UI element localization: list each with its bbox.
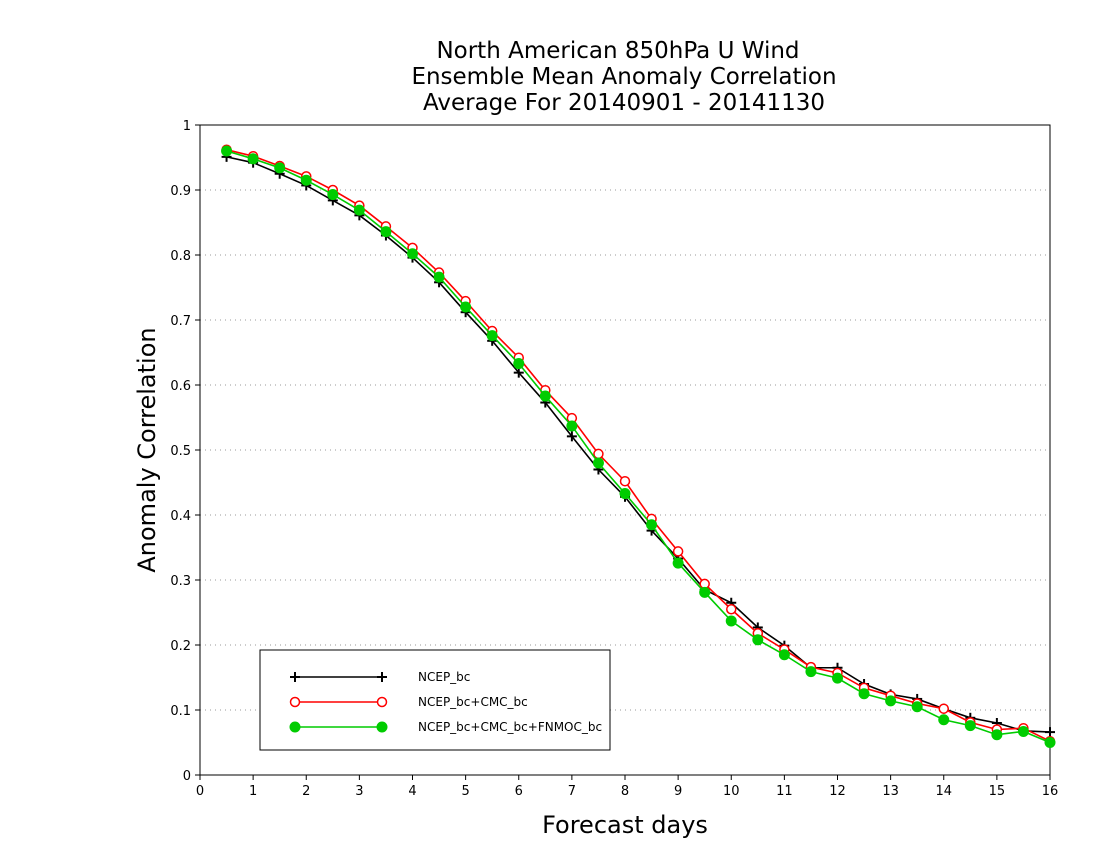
chart-title-line-2: Ensemble Mean Anomaly Correlation [411,64,836,90]
marker-filled-circle [619,488,631,500]
x-tick-label: 5 [461,784,469,799]
marker-filled-circle [991,729,1003,741]
marker-filled-circle [964,720,976,732]
marker-filled-circle [566,420,578,432]
y-tick-label: 0.1 [170,704,191,719]
x-tick-label: 4 [408,784,416,799]
marker-open-circle [376,696,388,708]
series-2 [221,145,1056,748]
x-tick-label: 7 [568,784,576,799]
marker-filled-circle [699,586,711,598]
marker-filled-circle [592,457,604,469]
marker-filled-circle [1044,737,1056,748]
y-tick-label: 0 [183,769,191,784]
marker-filled-circle [289,721,301,733]
series-0 [221,151,1055,738]
x-tick-label: 13 [882,784,899,799]
marker-open-circle [289,696,301,708]
marker-open-circle [726,604,737,615]
marker-filled-circle [407,248,418,260]
y-tick-label: 1 [183,119,191,134]
x-tick-label: 10 [723,784,740,799]
x-tick-label: 9 [674,784,682,799]
marker-filled-circle [938,714,950,726]
legend-label: NCEP_bc+CMC_bc [418,695,528,709]
marker-filled-circle [376,721,388,733]
marker-filled-circle [433,271,445,283]
y-tick-label: 0.5 [170,444,191,459]
marker-filled-circle [221,145,233,157]
axis-ticks [195,124,1051,780]
marker-filled-circle [539,390,551,402]
x-tick-label: 6 [515,784,523,799]
marker-filled-circle [725,615,737,627]
chart-title-line-1: North American 850hPa U Wind [436,38,799,64]
x-tick-label: 16 [1042,784,1059,799]
marker-filled-circle [353,204,365,216]
y-tick-labels: 0 0.1 0.2 0.3 0.4 0.5 0.6 0.7 0.8 0.9 1 [170,119,191,784]
marker-filled-circle [327,189,339,201]
marker-filled-circle [885,695,897,707]
x-tick-label: 1 [249,784,257,799]
series [221,144,1056,748]
marker-open-circle [593,448,604,460]
x-axis-label: Forecast days [542,811,708,839]
marker-open-circle [938,703,949,714]
marker-filled-circle [380,226,392,238]
marker-filled-circle [300,174,312,186]
x-tick-label: 15 [989,784,1006,799]
x-tick-label: 8 [621,784,629,799]
marker-filled-circle [460,301,472,313]
x-tick-labels: 0 1 2 3 4 5 6 7 8 9 10 11 12 13 14 15 16 [196,784,1058,799]
chart-title: North American 850hPa U Wind Ensemble Me… [411,38,836,116]
y-axis-label: Anomaly Correlation [133,327,161,572]
marker-filled-circle [1017,725,1029,737]
x-tick-label: 14 [935,784,952,799]
marker-open-circle [619,475,631,487]
chart-title-line-3: Average For 20140901 - 20141130 [423,90,825,116]
marker-filled-circle [805,666,817,678]
legend-label: NCEP_bc [418,670,470,684]
x-tick-label: 3 [355,784,363,799]
marker-filled-circle [274,162,286,174]
series-line [226,156,1051,733]
grid [200,189,1050,711]
y-tick-label: 0.8 [170,249,191,264]
marker-filled-circle [646,519,658,531]
y-tick-label: 0.4 [170,509,191,524]
legend: NCEP_bc NCEP_bc+CMC_bc NCEP_bc+CMC_bc+FNMO… [259,649,611,751]
marker-filled-circle [832,672,843,684]
marker-filled-circle [247,153,259,165]
marker-open-circle [672,546,684,557]
legend-label: NCEP_bc+CMC_bc+FNMOC_bc [418,720,602,734]
marker-filled-circle [858,688,870,700]
legend-box [259,649,611,751]
x-tick-label: 11 [776,784,793,799]
marker-filled-circle [672,557,684,569]
y-tick-label: 0.2 [170,639,191,654]
y-tick-label: 0.3 [170,574,191,589]
y-tick-label: 0.9 [170,184,191,199]
marker-filled-circle [752,634,764,646]
marker-filled-circle [778,649,790,661]
x-tick-label: 12 [829,784,846,799]
x-tick-label: 0 [196,784,204,799]
y-tick-label: 0.7 [170,314,191,329]
marker-filled-circle [911,701,923,713]
marker-filled-circle [486,330,498,342]
x-tick-label: 2 [302,784,310,799]
y-tick-label: 0.6 [170,379,191,394]
marker-filled-circle [513,358,525,370]
